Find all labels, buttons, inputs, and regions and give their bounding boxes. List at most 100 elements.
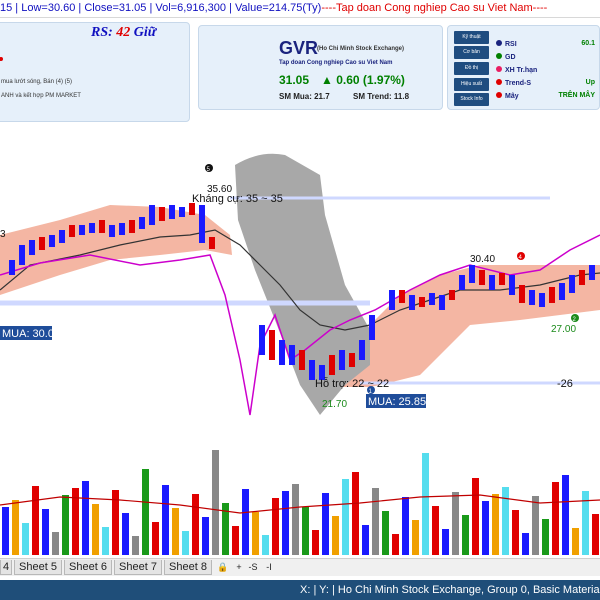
candle: [49, 235, 55, 247]
volume-bar: [122, 513, 129, 555]
candle: [509, 275, 515, 295]
volume-bar: [312, 530, 319, 555]
candle: [159, 207, 165, 221]
tab-co-ban[interactable]: Cơ bản: [454, 46, 489, 59]
volume-bar: [552, 482, 559, 555]
candle: [529, 290, 535, 305]
status-text: X: | Y: | Ho Chi Minh Stock Exchange, Gr…: [300, 584, 600, 596]
candle: [99, 220, 105, 233]
price-chart[interactable]: 35.60 Kháng cự: 35 ~ 35 Hỗ trợ: 22 ~ 22 …: [0, 125, 600, 555]
header-value: | Value=214.75(Ty): [226, 2, 322, 14]
indicator-rsi: RSI: [496, 40, 517, 48]
trend-dot-icon: [496, 79, 502, 85]
volume-bar: [482, 501, 489, 555]
volume-bar: [342, 479, 349, 555]
volume-bar: [232, 526, 239, 555]
candle: [89, 223, 95, 233]
candle: [589, 265, 595, 280]
tab-sheet-5[interactable]: Sheet 5: [14, 560, 62, 575]
volume-bar: [212, 450, 219, 555]
tab-ky-thuat[interactable]: Kỹ thuật: [454, 31, 489, 44]
volume-bar: [362, 525, 369, 555]
candle: [79, 225, 85, 235]
tab-hieu-suat[interactable]: Hiệu suất: [454, 78, 489, 91]
candle: [299, 350, 305, 370]
tab-do-thi[interactable]: Đồ thị: [454, 62, 489, 75]
tab-sheet-8[interactable]: Sheet 8: [164, 560, 212, 575]
volume-bar: [432, 506, 439, 555]
candle: [399, 290, 405, 303]
candle: [389, 290, 395, 310]
indicator-panel: Kỹ thuật Cơ bản Đồ thị Hiệu suất Stock I…: [447, 25, 600, 110]
candle: [479, 270, 485, 285]
volume-bar: [522, 533, 529, 555]
wave-marker-5: [205, 164, 213, 172]
sheet-s-button[interactable]: -S: [248, 562, 258, 572]
candle: [309, 360, 315, 380]
volume-bar: [472, 478, 479, 555]
volume-bar: [352, 472, 359, 555]
add-sheet-button[interactable]: +: [236, 562, 242, 572]
support-label: Hỗ trợ: 22 ~ 22: [315, 377, 389, 390]
candle: [439, 295, 445, 310]
gd-dot-icon: [496, 53, 502, 59]
buy-badge-1: [0, 326, 52, 340]
candle: [459, 275, 465, 290]
buy-badge-1-text: MUA: 30.08: [2, 328, 60, 340]
volume-bar: [562, 475, 569, 555]
indicator-may-value: TRÊN MÂY: [558, 92, 595, 99]
candle: [279, 340, 285, 365]
volume-bar: [592, 514, 599, 555]
volume-bar: [372, 488, 379, 555]
may-dot-icon: [496, 92, 502, 98]
volume-bar: [332, 516, 339, 555]
candle: [59, 230, 65, 243]
ticker-symbol: GVR: [279, 38, 319, 58]
candle: [19, 245, 25, 265]
lock-icon[interactable]: 🔒: [217, 562, 229, 572]
candle: [189, 203, 195, 215]
status-bar: X: | Y: | Ho Chi Minh Stock Exchange, Gr…: [0, 580, 600, 600]
volume-bar: [392, 534, 399, 555]
candle: [289, 345, 295, 365]
volume-bar: [402, 497, 409, 555]
candle: [199, 205, 205, 243]
volume-bar: [142, 469, 149, 555]
candle: [179, 207, 185, 217]
volume-bar: [502, 487, 509, 555]
header-low: | Low=30.60: [12, 2, 76, 14]
indicator-trend-value: Up: [585, 79, 595, 86]
candle: [549, 287, 555, 303]
volume-bar: [572, 528, 579, 555]
candle: [259, 325, 265, 355]
candle: [489, 275, 495, 290]
candle: [419, 297, 425, 307]
volume-bar: [222, 503, 229, 555]
volume-bar: [462, 515, 469, 555]
company-name: Tap doan Cong nghiep Cao su Viet Nam: [279, 60, 393, 66]
tab-sheet-7[interactable]: Sheet 7: [114, 560, 162, 575]
candle: [129, 220, 135, 233]
candle: [409, 295, 415, 310]
level-26-label: -26: [557, 378, 573, 390]
volume-bar: [22, 523, 29, 555]
sheet-tab-bar: 4 Sheet 5 Sheet 6 Sheet 7 Sheet 8 🔒 + -S…: [0, 558, 600, 576]
tab-sheet-4[interactable]: 4: [0, 560, 12, 575]
sm-trend: SM Trend: 11.8: [353, 92, 410, 101]
volume-bar: [42, 509, 49, 555]
volume-bar: [132, 536, 139, 555]
volume-bar: [102, 527, 109, 555]
sheet-i-button[interactable]: -I: [266, 562, 272, 572]
volume-bar: [242, 489, 249, 555]
candle: [579, 270, 585, 285]
tab-sheet-6[interactable]: Sheet 6: [64, 560, 112, 575]
volume-bar: [172, 508, 179, 555]
candle: [469, 265, 475, 283]
header-high: 15: [0, 2, 13, 14]
signal-line-1: mua lướt sóng, Bán (4) (5): [1, 79, 72, 85]
candle: [69, 225, 75, 237]
exchange-name: (Ho Chi Minh Stock Exchange): [317, 46, 405, 52]
candle: [559, 283, 565, 300]
tab-stock-info[interactable]: Stock Info: [454, 93, 489, 106]
